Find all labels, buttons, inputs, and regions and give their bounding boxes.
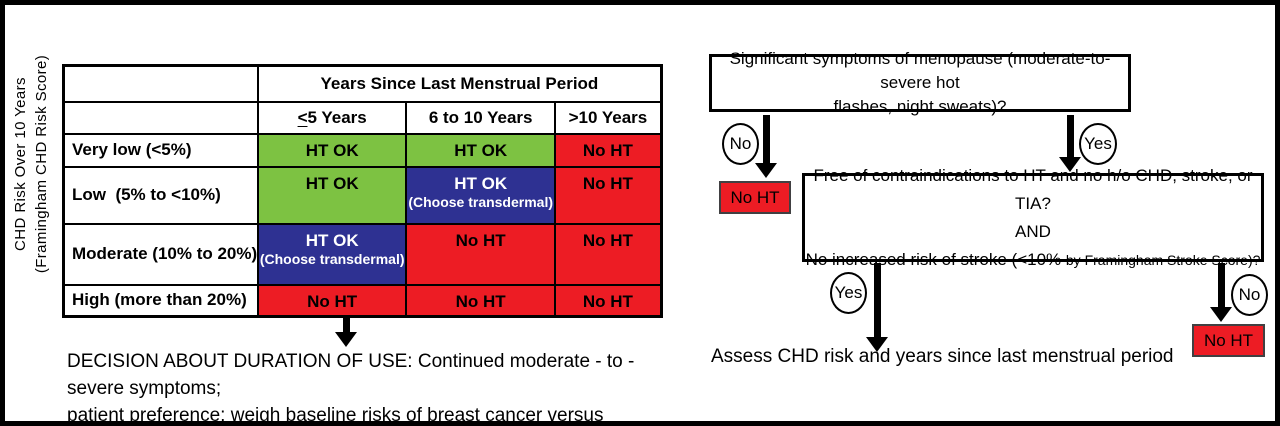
spanning-header: Years Since Last Menstrual Period bbox=[257, 64, 663, 103]
arrow-head bbox=[335, 332, 357, 347]
assess-chd-risk-text: Assess CHD risk and years since last men… bbox=[711, 346, 1174, 367]
table-corner-cell-1 bbox=[62, 64, 260, 103]
no-ht-box-right: No HT bbox=[1192, 324, 1265, 357]
no-ht-box-left: No HT bbox=[719, 181, 791, 214]
cell-text: No HT bbox=[582, 140, 633, 160]
duration-decision-note-line2: patient preference; weigh baseline risks… bbox=[67, 405, 604, 426]
cell-text: No HT bbox=[582, 291, 633, 311]
arrow-head bbox=[1210, 307, 1232, 322]
question-contraindications-line3: No increased risk of stroke (<10% by Fra… bbox=[806, 246, 1261, 274]
cell-very-low-gt10: No HT bbox=[554, 132, 663, 168]
row-label-very-low: Very low (<5%) bbox=[62, 132, 260, 168]
cell-high-gt10: No HT bbox=[554, 283, 663, 318]
arrow-shaft bbox=[873, 263, 881, 340]
cell-text: No HT bbox=[455, 230, 506, 250]
framingham-stroke-score-text: by Framingham Stroke Score)? bbox=[1065, 251, 1261, 268]
cell-very-low-le5: HT OK bbox=[257, 132, 408, 168]
cell-high-6to10: No HT bbox=[405, 283, 557, 318]
cell-low-gt10: No HT bbox=[554, 165, 663, 225]
cell-text: HT OK bbox=[305, 140, 359, 160]
duration-decision-note: DECISION ABOUT DURATION OF USE: Continue… bbox=[67, 348, 657, 426]
down-arrow-yes-branch-2 bbox=[866, 263, 888, 352]
no-branch-text: No bbox=[1238, 285, 1261, 304]
arrow-shaft bbox=[1066, 115, 1074, 160]
col-header-le5-years: <5 Years bbox=[257, 100, 408, 135]
less-equal-sign: < bbox=[297, 107, 308, 127]
cell-text: HT OK bbox=[305, 230, 359, 250]
cell-low-6to10: HT OK (Choose transdermal) bbox=[405, 165, 557, 225]
cell-text: No HT bbox=[582, 173, 633, 193]
question-box-contraindications: Free of contraindications to HT and no h… bbox=[802, 166, 1264, 269]
no-branch-label-2: No bbox=[1231, 274, 1268, 316]
question-contraindications-line1: Free of contraindications to HT and no h… bbox=[813, 165, 1253, 213]
cell-very-low-6to10: HT OK bbox=[405, 132, 557, 168]
arrow-head bbox=[1059, 157, 1081, 172]
chd-risk-axis-label-line2: (Framingham CHD Risk Score) bbox=[33, 54, 50, 274]
table-header-row-1: Years Since Last Menstrual Period bbox=[62, 64, 663, 103]
question-box-symptoms: Significant symptoms of menopause (moder… bbox=[709, 49, 1131, 116]
col-header-gt10-years: >10 Years bbox=[554, 100, 663, 135]
cell-text: HT OK bbox=[305, 173, 359, 193]
down-arrow-no-branch-1 bbox=[755, 115, 777, 178]
arrow-shaft bbox=[762, 115, 770, 166]
ht-risk-table: Years Since Last Menstrual Period <5 Yea… bbox=[62, 64, 663, 318]
duration-decision-note-line1: DECISION ABOUT DURATION OF USE: Continue… bbox=[67, 351, 635, 399]
cell-text: HT OK bbox=[454, 140, 508, 160]
cell-subtext: (Choose transdermal) bbox=[259, 250, 405, 267]
col-header-le5-years-text: 5 Years bbox=[307, 107, 367, 127]
row-label-moderate: Moderate (10% to 20%) bbox=[62, 222, 260, 286]
table-row-high: High (more than 20%) No HT No HT No HT bbox=[62, 283, 663, 318]
down-arrow-yes-branch-1 bbox=[1059, 115, 1081, 172]
cell-text: No HT bbox=[582, 230, 633, 250]
arrow-head bbox=[866, 337, 888, 352]
no-branch-label-1: No bbox=[722, 123, 759, 165]
cell-high-le5: No HT bbox=[257, 283, 408, 318]
cell-moderate-6to10: No HT bbox=[405, 222, 557, 286]
cell-subtext: (Choose transdermal) bbox=[408, 193, 554, 210]
col-header-6to10-years: 6 to 10 Years bbox=[405, 100, 557, 135]
table-row-moderate: Moderate (10% to 20%) HT OK (Choose trans… bbox=[62, 222, 663, 286]
cell-text: HT OK bbox=[454, 173, 508, 193]
table-header-row-2: <5 Years 6 to 10 Years >10 Years bbox=[62, 100, 663, 135]
cell-text: No HT bbox=[455, 291, 506, 311]
no-ht-text: No HT bbox=[730, 187, 780, 207]
down-arrow-no-branch-2 bbox=[1210, 263, 1232, 322]
table-corner-cell-2 bbox=[62, 100, 260, 135]
stroke-risk-text: No increased risk of stroke (<10% bbox=[805, 249, 1066, 269]
cell-low-le5: HT OK bbox=[257, 165, 408, 225]
no-branch-text: No bbox=[729, 134, 752, 153]
arrow-shaft bbox=[342, 317, 350, 335]
row-label-high: High (more than 20%) bbox=[62, 283, 260, 318]
chd-risk-axis-label-line1: CHD Risk Over 10 Years bbox=[12, 77, 29, 251]
cell-text: No HT bbox=[307, 291, 358, 311]
row-label-low: Low (5% to <10%) bbox=[62, 165, 260, 225]
down-arrow-table-to-note bbox=[335, 317, 357, 347]
yes-branch-label-1: Yes bbox=[1079, 123, 1117, 165]
chd-risk-axis-label: CHD Risk Over 10 Years (Framingham CHD R… bbox=[10, 18, 54, 310]
question-contraindications-line2: AND bbox=[1015, 221, 1051, 241]
arrow-shaft bbox=[1217, 263, 1225, 310]
yes-branch-label-2: Yes bbox=[830, 272, 867, 314]
question-symptoms-line1: Significant symptoms of menopause (moder… bbox=[729, 49, 1111, 92]
cell-moderate-le5: HT OK (Choose transdermal) bbox=[257, 222, 408, 286]
no-ht-text: No HT bbox=[1203, 330, 1254, 350]
arrow-head bbox=[755, 163, 777, 178]
table-row-low: Low (5% to <10%) HT OK HT OK (Choose tran… bbox=[62, 165, 663, 225]
table-row-very-low: Very low (<5%) HT OK HT OK No HT bbox=[62, 132, 663, 168]
question-symptoms-line2: flashes, night sweats)? bbox=[833, 97, 1007, 116]
cell-moderate-gt10: No HT bbox=[554, 222, 663, 286]
yes-branch-text: Yes bbox=[834, 283, 863, 302]
yes-branch-text: Yes bbox=[1084, 134, 1112, 153]
